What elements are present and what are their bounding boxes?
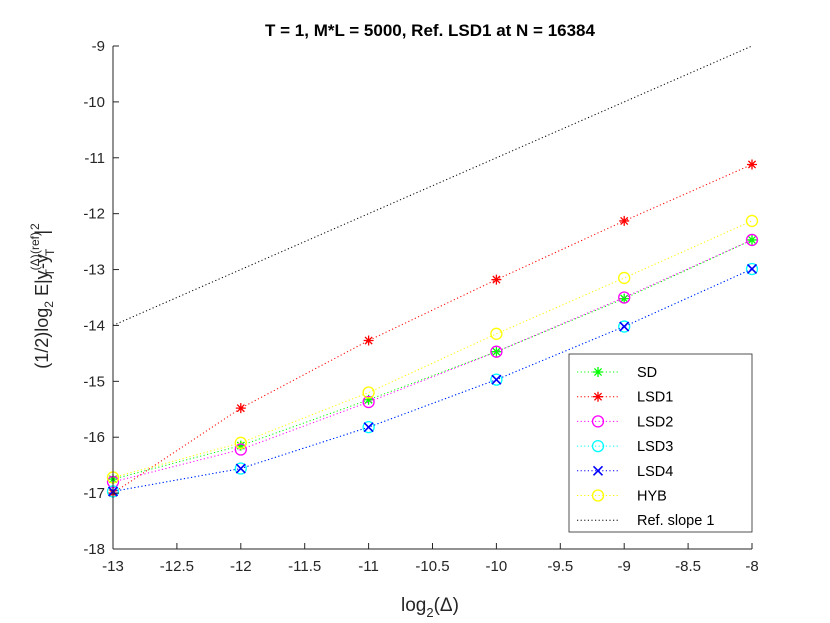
data-point-lsd2 <box>490 345 503 358</box>
y-label-sup-2: 2 <box>28 223 42 230</box>
data-point-sd <box>235 440 246 451</box>
x-tick-label: -9.5 <box>547 558 573 575</box>
y-label-sub2: 2 <box>42 301 56 308</box>
y-label-sub-t1: T <box>43 268 57 276</box>
y-tick-label: -12 <box>83 206 105 223</box>
legend-label-ref-slope-1: Ref. slope 1 <box>637 513 714 529</box>
legend: SD LSD1 LSD2 LSD3 LSD4 HYB Ref. slope 1 <box>568 353 753 533</box>
y-tick-label: -15 <box>83 373 105 390</box>
series-line-hyb <box>112 220 753 478</box>
y-tick-label: -10 <box>83 94 105 111</box>
y-label-part3: -y <box>32 254 52 269</box>
data-point-lsd2 <box>234 443 247 456</box>
y-tick-label: -18 <box>83 541 105 558</box>
legend-label-lsd1: LSD1 <box>637 390 673 406</box>
y-label-sup-delta: (Δ) <box>28 254 42 270</box>
x-tick-label: -12.5 <box>160 558 194 575</box>
legend-marker-sd <box>593 367 603 377</box>
y-tick-label: -13 <box>83 262 105 279</box>
x-tick-label: -9 <box>618 558 631 575</box>
data-point-hyb <box>618 271 631 285</box>
x-tick-label: -12 <box>230 558 252 575</box>
x-axis-label-log: log <box>401 595 426 616</box>
legend-marker-lsd2 <box>591 415 605 428</box>
data-point-lsd3 <box>234 462 247 475</box>
data-point-sd <box>747 234 757 245</box>
legend-box <box>568 353 753 533</box>
y-axis-label: (1/2)log2 E|y(Δ)T-y(ref)T|2 <box>28 223 57 369</box>
y-tick-label: -17 <box>83 485 105 502</box>
series-line-sd <box>112 239 753 480</box>
legend-label-lsd3: LSD3 <box>637 439 673 455</box>
data-point-hyb <box>745 214 759 228</box>
legend-marker-lsd3 <box>591 439 605 453</box>
x-tick-label: -13 <box>102 558 124 575</box>
data-point-lsd3 <box>618 320 631 333</box>
data-point-sd <box>619 293 630 304</box>
y-tick-label: -11 <box>84 150 105 167</box>
data-point-lsd2 <box>618 291 631 304</box>
x-tick-label: -11.5 <box>288 558 321 575</box>
data-point-hyb <box>234 436 247 449</box>
x-tick-label: -8.5 <box>675 558 701 575</box>
data-point-sd <box>491 346 502 357</box>
legend-marker-lsd4 <box>592 465 604 476</box>
data-point-hyb <box>362 386 375 399</box>
x-tick-label: -10.5 <box>415 558 449 575</box>
data-point-hyb <box>490 327 503 340</box>
legend-label-sd: SD <box>637 365 657 381</box>
y-label-part1: (1/2)log <box>32 308 52 369</box>
reference-line-layer <box>112 45 753 326</box>
x-axis-label-rest: (Δ) <box>434 595 459 616</box>
x-tick-label: -11 <box>358 558 379 575</box>
series-line-ref-slope-1 <box>112 45 753 326</box>
x-tick-label: -10 <box>486 558 508 575</box>
data-point-lsd2 <box>745 233 759 247</box>
y-label-part2: E|y <box>32 270 52 301</box>
legend-label-lsd4: LSD4 <box>637 464 673 480</box>
data-point-lsd3 <box>745 262 759 276</box>
data-point-lsd1 <box>747 159 757 170</box>
legend-marker-lsd1 <box>593 391 603 402</box>
data-point-lsd1 <box>235 403 246 414</box>
y-label-sup-ref: (ref) <box>28 232 42 254</box>
x-tick-label: -8 <box>745 558 758 575</box>
y-axis-label-group: (1/2)log2 E|y(Δ)T-y(ref)T|2 <box>28 223 57 369</box>
data-point-lsd4 <box>746 263 758 275</box>
y-tick-label: -16 <box>83 429 105 446</box>
data-point-lsd1 <box>363 335 374 346</box>
data-point-lsd1 <box>491 274 502 285</box>
data-point-lsd1 <box>619 215 630 226</box>
y-tick-label: -9 <box>92 38 105 55</box>
data-point-sd <box>363 394 374 405</box>
data-point-lsd4 <box>363 422 374 433</box>
data-point-lsd3 <box>490 373 503 386</box>
data-point-lsd4 <box>235 463 246 474</box>
y-tick-label: -14 <box>83 317 105 334</box>
data-point-lsd4 <box>491 374 502 385</box>
y-label-sub-t2: T <box>43 248 57 256</box>
data-point-lsd3 <box>362 421 375 434</box>
data-point-lsd4 <box>619 321 630 332</box>
axes-layer: -13 -12.5 -12 -11.5 -11 -10.5 -10 -9.5 -9 -8.5 -8 -… <box>83 38 758 575</box>
y-label-part4: | <box>32 230 52 235</box>
x-axis-label: log2(Δ) <box>401 595 459 620</box>
legend-label-hyb: HYB <box>637 489 667 505</box>
data-point-lsd2 <box>362 395 375 409</box>
chart-title: T = 1, M*L = 5000, Ref. LSD1 at N = 1638… <box>265 21 595 40</box>
series-line-lsd4 <box>112 268 753 492</box>
x-axis-label-sub: 2 <box>426 605 433 620</box>
legend-marker-hyb <box>591 489 605 502</box>
legend-label-lsd2: LSD2 <box>637 414 673 430</box>
